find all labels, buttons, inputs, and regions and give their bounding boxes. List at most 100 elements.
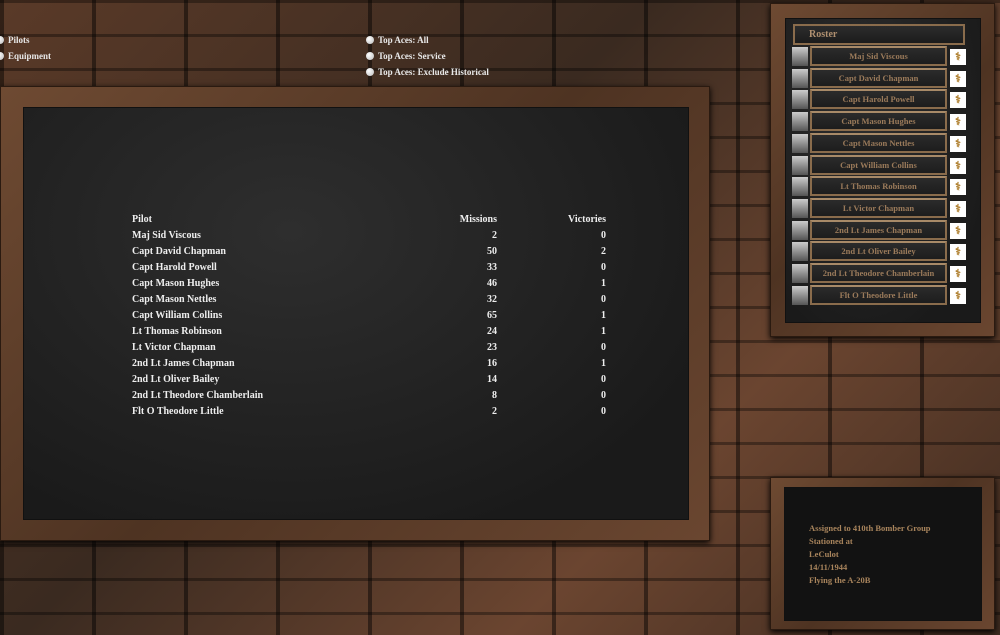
radio-top-aces-exclude-historical[interactable]: Top Aces: Exclude Historical [366,67,489,77]
info-line: Stationed at [809,536,853,546]
info-line: Assigned to 410th Bomber Group [809,523,931,533]
pilot-photo [792,47,808,66]
pilot-wings-icon: ⚕ [950,179,966,196]
radio-pilots[interactable]: Pilots [0,35,30,45]
pilot-photo [792,220,808,240]
missions: 50 [487,245,497,257]
missions: 8 [492,389,497,401]
pilot-name: 2nd Lt Oliver Bailey [132,373,220,385]
pilot-wings-icon: ⚕ [950,114,966,131]
pilot-wings-icon: ⚕ [950,244,966,261]
pilot-photo [792,90,808,110]
roster-name-button[interactable]: 2nd Lt Oliver Bailey [810,241,947,262]
missions: 14 [487,373,497,385]
roster-item[interactable]: 2nd Lt Oliver Bailey ⚕ [792,241,967,262]
victories: 0 [601,293,606,305]
info-line: Flying the A-20B [809,575,871,585]
radio-icon [366,52,374,60]
roster-name-button[interactable]: Capt Mason Hughes [810,111,947,132]
victories: 0 [601,389,606,401]
chalkboard: Pilot Missions Victories Maj Sid Viscous… [23,107,689,520]
pilot-wings-icon: ⚕ [950,200,966,217]
pilot-photo [792,285,808,305]
pilot-name: Maj Sid Viscous [132,229,201,241]
roster-item[interactable]: Capt Mason Hughes ⚕ [792,111,967,132]
missions: 23 [487,341,497,353]
pilot-name: Lt Victor Chapman [132,341,216,353]
radio-label: Top Aces: Exclude Historical [378,67,489,77]
victories: 0 [601,229,606,241]
pilot-photo [792,155,808,175]
roster-name-button[interactable]: Capt Mason Nettles [810,132,947,153]
roster-name-button[interactable]: Maj Sid Viscous [810,46,947,66]
roster-name-button[interactable]: 2nd Lt Theodore Chamberlain [810,263,947,283]
roster-name-button[interactable]: Capt Harold Powell [810,89,947,110]
roster-item[interactable]: Capt David Chapman ⚕ [792,67,967,88]
header-victories: Victories [568,213,606,225]
pilot-info: Assigned to 410th Bomber Group Stationed… [809,522,931,587]
roster-item[interactable]: Maj Sid Viscous ⚕ [792,46,967,66]
roster-item[interactable]: 2nd Lt James Chapman ⚕ [792,219,967,240]
pilot-photo [792,198,808,218]
radio-top-aces-service[interactable]: Top Aces: Service [366,51,446,61]
chalkboard-frame: Pilot Missions Victories Maj Sid Viscous… [0,86,710,541]
pilot-name: 2nd Lt Theodore Chamberlain [132,389,264,401]
roster-item[interactable]: Capt William Collins ⚕ [792,154,967,175]
pilot-photo [792,133,808,153]
table-row: Flt O Theodore Little 2 0 [132,403,606,419]
victories: 0 [601,341,606,353]
radio-equipment[interactable]: Equipment [0,51,51,61]
info-frame [770,477,995,630]
table-row: Maj Sid Viscous 2 0 [132,227,606,243]
radio-top-aces-all[interactable]: Top Aces: All [366,35,429,45]
pilot-wings-icon: ⚕ [950,70,966,87]
radio-label: Equipment [8,51,52,61]
radio-label: Top Aces: Service [378,51,446,61]
roster-title: Roster [793,24,965,45]
victories: 0 [601,261,606,273]
missions: 33 [487,261,497,273]
roster-item[interactable]: 2nd Lt Theodore Chamberlain ⚕ [792,263,967,283]
pilot-wings-icon: ⚕ [950,266,966,282]
missions: 24 [487,325,497,337]
roster-item[interactable]: Lt Victor Chapman ⚕ [792,197,967,218]
roster-name-button[interactable]: 2nd Lt James Chapman [810,219,947,240]
pilot-name: 2nd Lt James Chapman [132,357,235,369]
pilot-photo [792,112,808,132]
radio-icon [366,68,374,76]
table-row: Lt Thomas Robinson 24 1 [132,323,606,339]
missions: 2 [492,229,497,241]
roster-name-button[interactable]: Capt William Collins [810,154,947,175]
pilot-name: Capt William Collins [132,309,223,321]
roster-name-button[interactable]: Flt O Theodore Little [810,284,947,305]
roster-name-button[interactable]: Lt Victor Chapman [810,197,947,218]
roster-item[interactable]: Lt Thomas Robinson ⚕ [792,176,967,197]
header-missions: Missions [459,213,497,225]
pilot-name: Capt Mason Hughes [132,277,220,289]
radio-icon [0,36,4,44]
victories: 1 [601,325,606,337]
roster-item[interactable]: Flt O Theodore Little ⚕ [792,284,967,305]
radio-icon [366,36,374,44]
roster-item[interactable]: Capt Harold Powell ⚕ [792,89,967,110]
pilot-photo [792,177,808,197]
info-line: 14/11/1944 [809,562,848,572]
victories: 1 [601,309,606,321]
victories: 0 [601,405,606,417]
pilot-stats-table: Pilot Missions Victories Maj Sid Viscous… [132,211,606,419]
victories: 1 [601,277,606,289]
roster-name-button[interactable]: Capt David Chapman [810,67,947,88]
table-row: Capt Harold Powell 33 0 [132,259,606,275]
roster-item[interactable]: Capt Mason Nettles ⚕ [792,132,967,153]
pilot-wings-icon: ⚕ [950,157,966,174]
pilot-name: Flt O Theodore Little [132,405,224,417]
radio-icon [0,52,4,60]
roster-name-button[interactable]: Lt Thomas Robinson [810,176,947,197]
table-row: 2nd Lt Theodore Chamberlain 8 0 [132,387,606,403]
missions: 2 [492,405,497,417]
pilot-name: Capt Mason Nettles [132,293,217,305]
table-row: Capt Mason Hughes 46 1 [132,275,606,291]
missions: 65 [487,309,497,321]
pilot-wings-icon: ⚕ [950,135,966,152]
info-board [784,487,982,621]
